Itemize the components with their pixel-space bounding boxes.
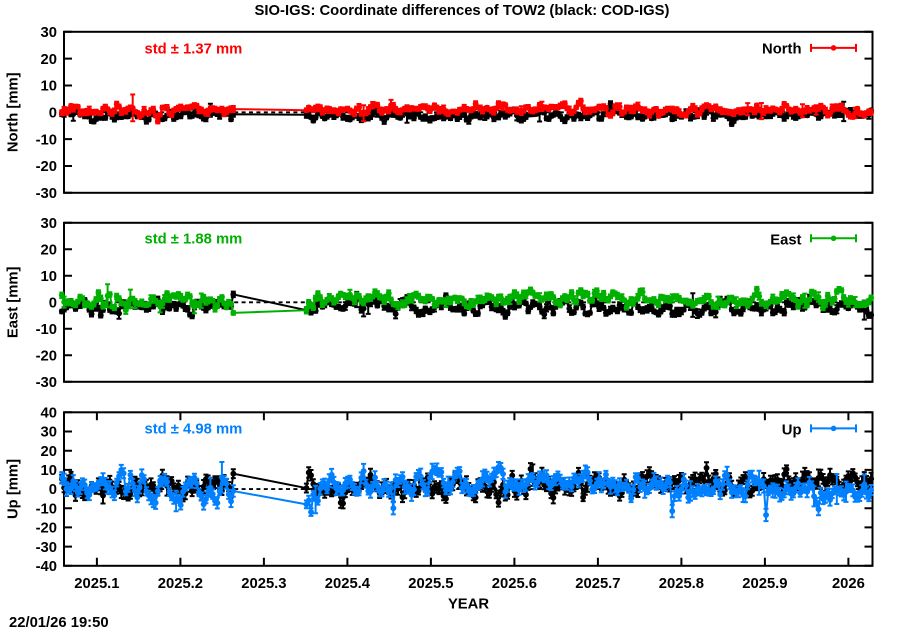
svg-text:-20: -20 bbox=[36, 349, 57, 365]
svg-text:40: 40 bbox=[41, 406, 57, 422]
svg-text:North [mm]: North [mm] bbox=[6, 72, 22, 152]
svg-text:0: 0 bbox=[49, 106, 57, 122]
svg-text:-10: -10 bbox=[36, 322, 57, 338]
svg-text:30: 30 bbox=[41, 25, 57, 41]
svg-text:2025.1: 2025.1 bbox=[74, 576, 119, 592]
svg-text:std ± 4.98 mm: std ± 4.98 mm bbox=[145, 422, 243, 438]
svg-text:0: 0 bbox=[49, 296, 57, 312]
svg-text:SIO-IGS: Coordinate difference: SIO-IGS: Coordinate differences of TOW2 … bbox=[255, 3, 670, 19]
svg-text:Up: Up bbox=[782, 422, 802, 438]
svg-text:2025.8: 2025.8 bbox=[659, 576, 704, 592]
svg-text:10: 10 bbox=[41, 463, 57, 479]
svg-text:0: 0 bbox=[49, 482, 57, 498]
svg-text:2025.3: 2025.3 bbox=[241, 576, 286, 592]
svg-text:Up [mm]: Up [mm] bbox=[6, 459, 22, 519]
svg-text:-20: -20 bbox=[36, 521, 57, 537]
svg-text:2025.2: 2025.2 bbox=[158, 576, 203, 592]
svg-text:2026: 2026 bbox=[832, 576, 865, 592]
svg-text:2025.5: 2025.5 bbox=[408, 576, 453, 592]
svg-text:20: 20 bbox=[41, 444, 57, 460]
svg-text:-30: -30 bbox=[36, 375, 57, 391]
svg-text:YEAR: YEAR bbox=[448, 597, 489, 613]
svg-text:-10: -10 bbox=[36, 501, 57, 517]
svg-text:2025.6: 2025.6 bbox=[492, 576, 537, 592]
svg-text:-30: -30 bbox=[36, 186, 57, 202]
svg-text:East [mm]: East [mm] bbox=[6, 266, 22, 338]
svg-text:std ± 1.37 mm: std ± 1.37 mm bbox=[145, 41, 243, 57]
svg-text:East: East bbox=[770, 232, 801, 248]
svg-text:30: 30 bbox=[41, 425, 57, 441]
svg-text:North: North bbox=[762, 41, 801, 57]
svg-text:-20: -20 bbox=[36, 159, 57, 175]
svg-text:2025.9: 2025.9 bbox=[742, 576, 787, 592]
svg-text:10: 10 bbox=[41, 79, 57, 95]
svg-text:-40: -40 bbox=[36, 559, 57, 575]
svg-text:20: 20 bbox=[41, 52, 57, 68]
svg-text:20: 20 bbox=[41, 243, 57, 259]
svg-text:22/01/26 19:50: 22/01/26 19:50 bbox=[9, 615, 109, 630]
svg-text:30: 30 bbox=[41, 216, 57, 232]
svg-text:-10: -10 bbox=[36, 132, 57, 148]
svg-text:2025.4: 2025.4 bbox=[325, 576, 371, 592]
svg-text:2025.7: 2025.7 bbox=[575, 576, 620, 592]
svg-text:10: 10 bbox=[41, 269, 57, 285]
svg-text:-30: -30 bbox=[36, 540, 57, 556]
svg-text:std ± 1.88 mm: std ± 1.88 mm bbox=[145, 232, 243, 248]
